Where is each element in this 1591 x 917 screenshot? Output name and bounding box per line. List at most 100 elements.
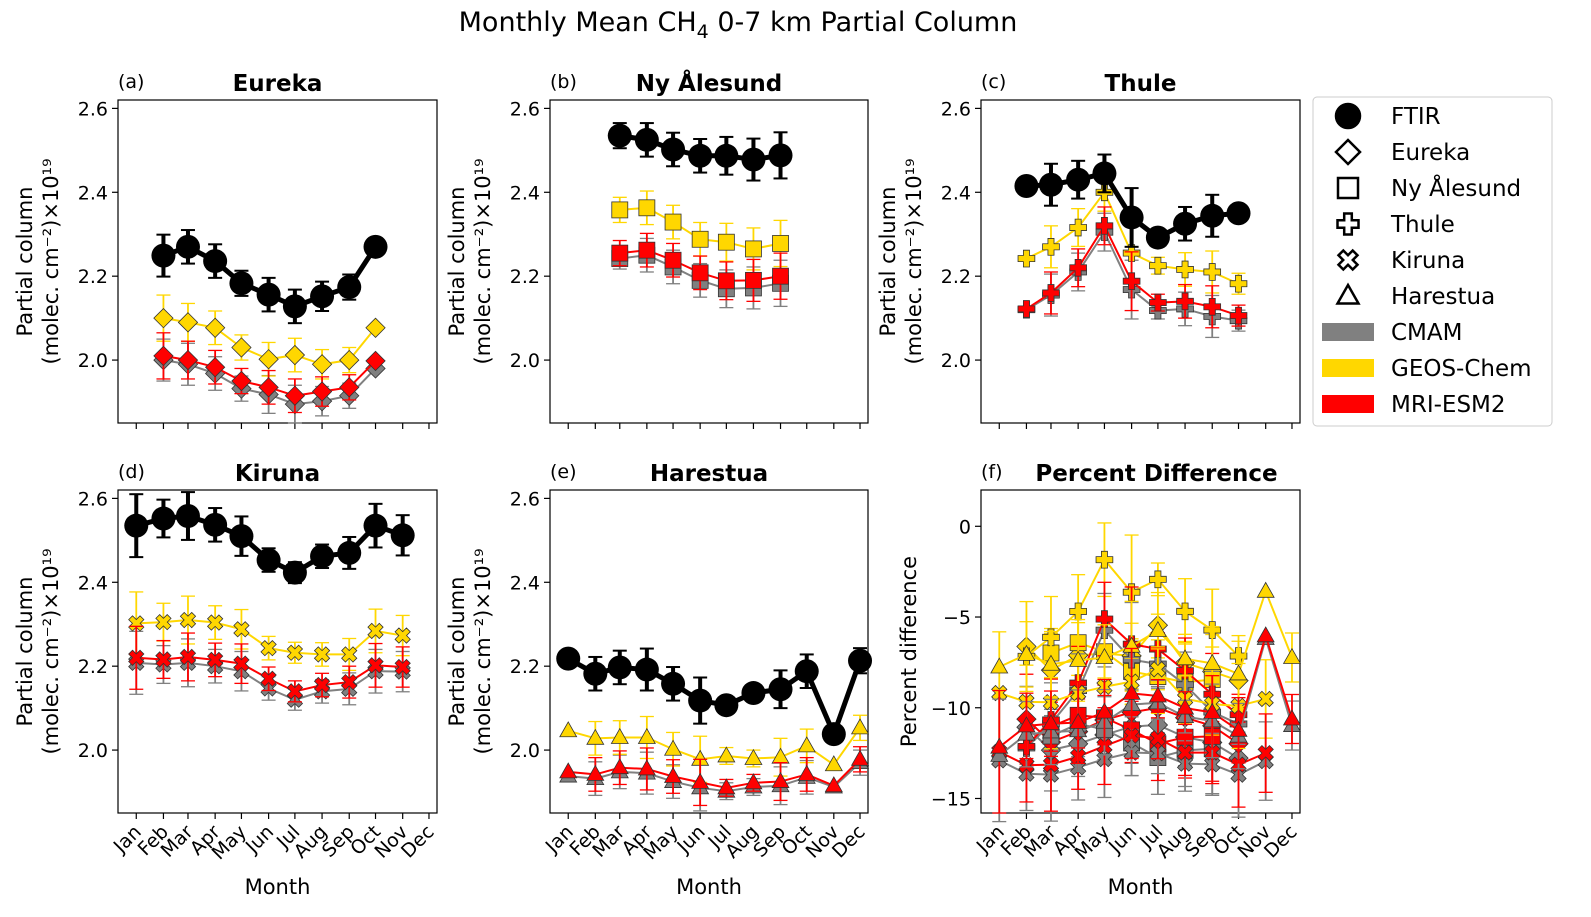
legend: FTIR Eureka Ny Ålesund Thule Kiruna Harestua C… bbox=[1312, 96, 1553, 427]
data-point bbox=[583, 661, 608, 686]
data-point bbox=[365, 350, 386, 372]
legend-box bbox=[1312, 96, 1553, 427]
data-point bbox=[1092, 161, 1117, 186]
data-point bbox=[797, 736, 816, 753]
data-point bbox=[1069, 650, 1088, 667]
data-point bbox=[744, 773, 763, 790]
legend-label: Thule bbox=[1390, 212, 1455, 238]
data-point bbox=[390, 523, 415, 548]
data-point bbox=[341, 646, 358, 663]
data-point bbox=[559, 721, 578, 738]
data-point bbox=[1095, 702, 1114, 719]
axes-frame bbox=[117, 489, 438, 814]
data-point bbox=[1282, 709, 1302, 726]
data-point bbox=[310, 284, 335, 309]
data-point bbox=[1095, 647, 1114, 664]
data-point bbox=[233, 621, 250, 638]
x-axis-label: Month bbox=[676, 875, 742, 899]
axes-frame bbox=[980, 489, 1301, 814]
data-point bbox=[155, 613, 172, 631]
y-tick-label: 2.4 bbox=[510, 572, 540, 594]
data-point bbox=[1176, 260, 1194, 279]
series-ftir bbox=[151, 229, 388, 325]
data-point bbox=[1229, 664, 1248, 681]
panel-label: (a) bbox=[118, 71, 144, 93]
legend-label: Harestua bbox=[1391, 284, 1495, 310]
data-point bbox=[256, 548, 281, 573]
data-point bbox=[128, 649, 145, 666]
x-tick-label: Dec bbox=[397, 821, 439, 863]
data-point bbox=[286, 644, 304, 661]
data-point bbox=[745, 271, 762, 289]
data-point bbox=[586, 764, 605, 781]
data-point bbox=[179, 611, 197, 629]
y-tick-label: 2.4 bbox=[510, 182, 540, 204]
data-point bbox=[151, 506, 176, 531]
data-point bbox=[990, 737, 1009, 754]
data-point bbox=[559, 762, 578, 779]
data-point bbox=[229, 524, 254, 549]
legend-label: Ny Ålesund bbox=[1391, 174, 1521, 202]
y-axis-label-units: (molec. cm⁻²)×10¹⁹ bbox=[39, 158, 63, 364]
panel-d: (d) Kiruna2.02.22.42.6JanFebMarAprMayJunJ… bbox=[13, 461, 439, 899]
data-point bbox=[824, 776, 843, 793]
data-point bbox=[206, 614, 224, 631]
y-tick-label: 2.0 bbox=[941, 350, 971, 372]
series-ftir bbox=[556, 646, 873, 747]
panel-label: (f) bbox=[981, 461, 1003, 483]
legend-item-eureka: Eureka bbox=[1334, 138, 1470, 166]
data-point bbox=[772, 267, 789, 285]
data-point bbox=[1042, 238, 1060, 256]
y-tick-label: −10 bbox=[931, 698, 971, 720]
data-point bbox=[990, 657, 1009, 674]
axes-frame bbox=[549, 99, 869, 424]
series-geos-chem-harestua bbox=[990, 581, 1302, 708]
data-point bbox=[363, 234, 388, 259]
data-point bbox=[691, 772, 710, 789]
panel-label: (d) bbox=[118, 461, 145, 483]
data-point bbox=[610, 758, 629, 775]
data-point bbox=[1175, 649, 1195, 666]
y-tick-label: 2.0 bbox=[510, 740, 540, 762]
data-point bbox=[638, 199, 656, 217]
y-tick-label: 2.2 bbox=[510, 656, 540, 678]
data-point bbox=[286, 683, 304, 700]
data-point bbox=[258, 377, 279, 398]
legend-label: MRI-ESM2 bbox=[1391, 392, 1506, 418]
data-point bbox=[663, 766, 683, 783]
data-point bbox=[206, 651, 224, 669]
panel-label: (e) bbox=[550, 461, 577, 483]
data-point bbox=[1017, 249, 1036, 268]
data-point bbox=[310, 544, 335, 569]
data-point bbox=[637, 727, 656, 744]
data-point bbox=[611, 201, 629, 219]
data-point bbox=[1229, 274, 1248, 293]
data-point bbox=[1069, 218, 1087, 237]
data-point bbox=[313, 646, 331, 663]
data-point bbox=[768, 143, 793, 168]
data-point bbox=[229, 271, 254, 296]
data-point bbox=[394, 658, 411, 676]
y-tick-label: 0 bbox=[959, 516, 971, 538]
data-point bbox=[664, 213, 682, 231]
legend-label: GEOS-Chem bbox=[1391, 356, 1532, 382]
y-tick-label: 2.6 bbox=[941, 98, 971, 120]
data-point bbox=[1203, 263, 1222, 281]
x-tick-label: Jun bbox=[1104, 821, 1141, 858]
data-point bbox=[394, 627, 411, 644]
data-point bbox=[824, 755, 843, 772]
x-tick-label: Dec bbox=[828, 821, 870, 863]
data-point bbox=[607, 123, 632, 148]
data-point bbox=[1226, 201, 1251, 226]
y-axis-label-units: (molec. cm⁻²)×10¹⁹ bbox=[471, 158, 495, 364]
data-point bbox=[367, 657, 384, 674]
y-axis-label: Partial column bbox=[445, 577, 469, 727]
data-point bbox=[367, 622, 384, 640]
data-point bbox=[258, 349, 279, 370]
data-point bbox=[850, 749, 870, 766]
triangle-marker-icon bbox=[1335, 282, 1361, 305]
data-point bbox=[1145, 225, 1170, 250]
y-tick-label: 2.4 bbox=[78, 572, 108, 594]
panel-title: Kiruna bbox=[235, 461, 320, 487]
